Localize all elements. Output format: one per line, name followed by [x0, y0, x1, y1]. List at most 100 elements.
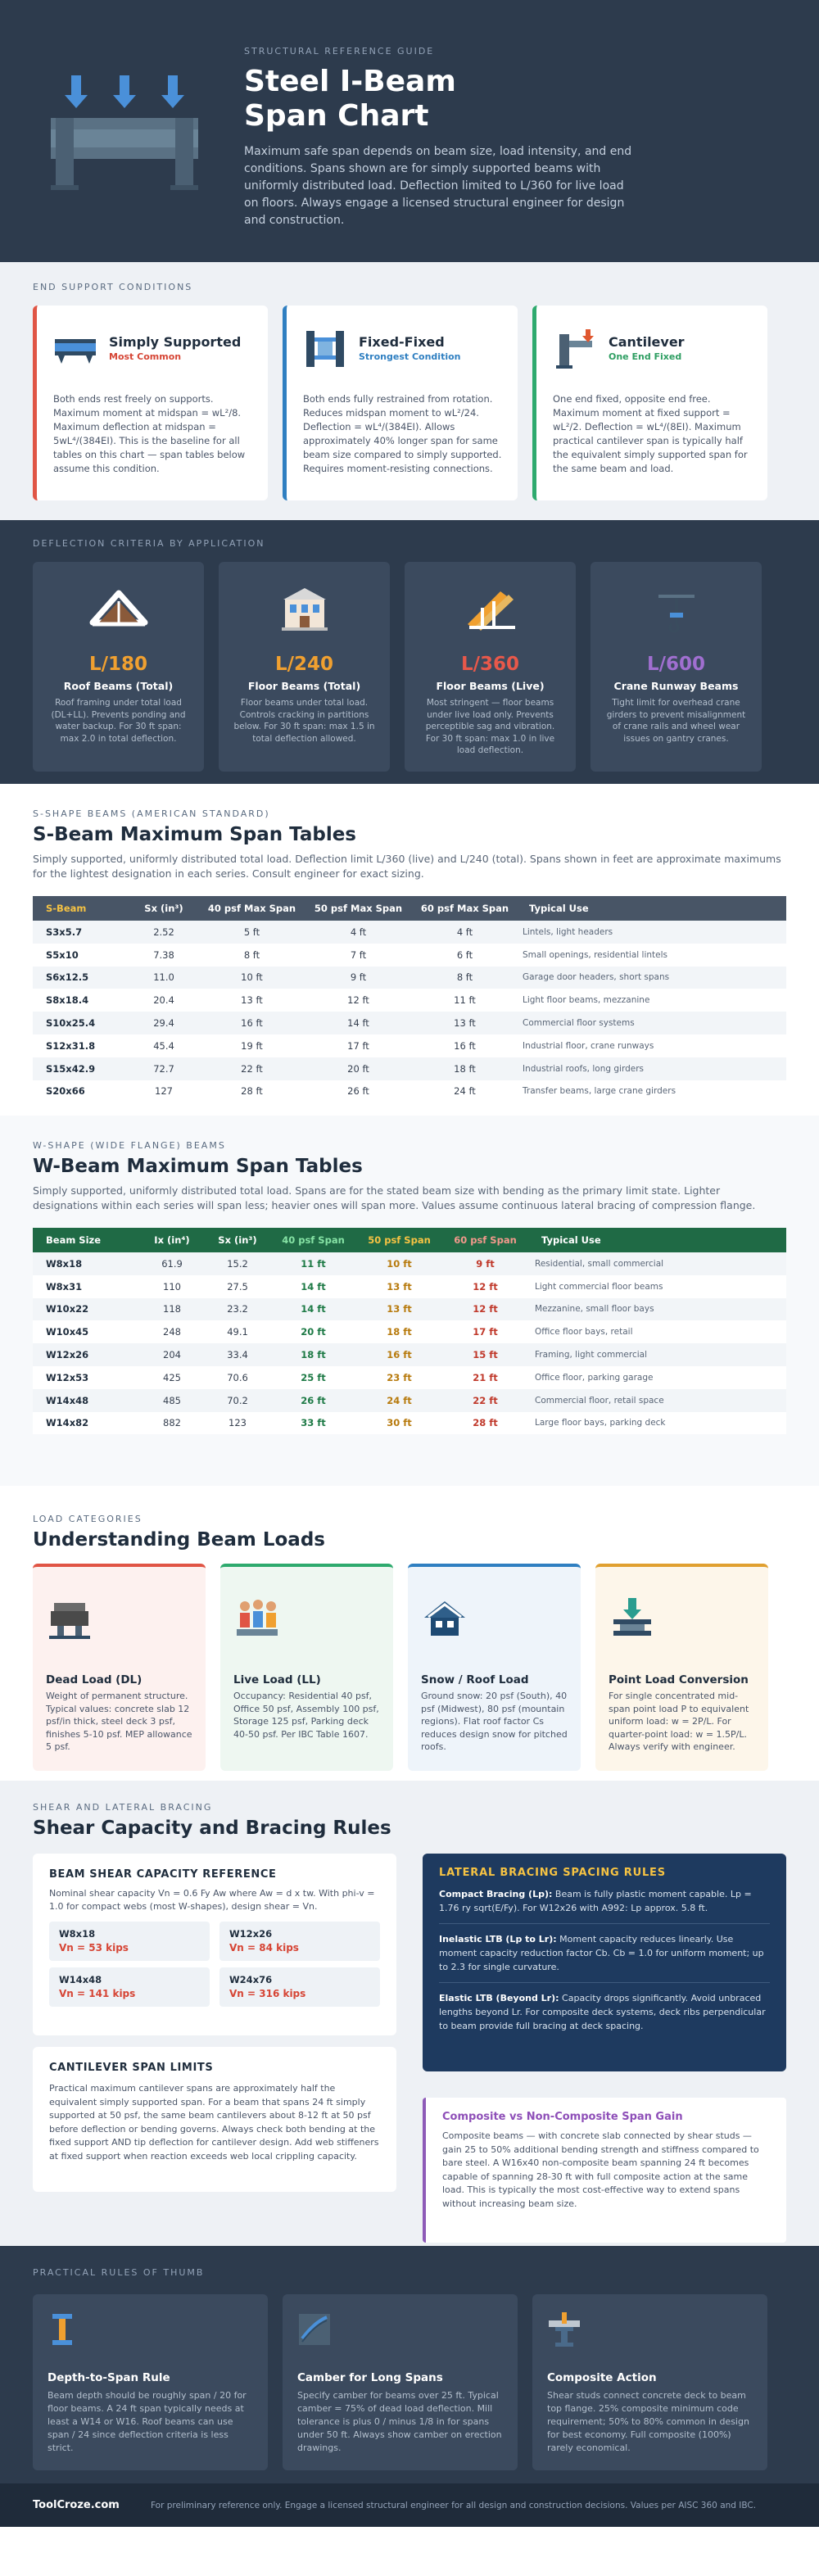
column-header: Ix (in⁴) — [154, 1234, 190, 1246]
table-header-row: Beam Size Ix (in⁴) Sx (in³) 40 psf Span … — [33, 1228, 786, 1252]
steel-beam-load-icon — [51, 75, 198, 190]
span-40psf: 26 ft — [270, 1388, 356, 1412]
section-modulus: 123 — [205, 1411, 270, 1435]
moment-of-inertia: 485 — [139, 1388, 205, 1412]
deflection-body: Most stringent — floor beams under live … — [425, 698, 555, 755]
capacity-beam: W8x18 — [59, 1928, 96, 1940]
page-title: Steel I-Beam Span Chart — [244, 65, 637, 134]
span-60psf: 21 ft — [442, 1365, 528, 1389]
beam-name: W12x26 — [33, 1343, 139, 1366]
table-row: W10x22 118 23.2 14 ft 13 ft 12 ft Mezzanine, s… — [33, 1297, 786, 1321]
section-lead: Simply supported, uniformly distributed … — [33, 853, 781, 880]
rule-title: Depth-to-Span Rule — [48, 2371, 170, 2384]
rule-title: Composite Action — [547, 2371, 657, 2384]
deflection-ratio: L/180 — [88, 654, 148, 675]
deflection-body: Roof framing under total load (DL+LL). P… — [51, 698, 186, 744]
deflection-card-floor-live: L/360 Floor Beams (Live) Most stringent … — [405, 562, 576, 772]
beam-name: S15x42.9 — [33, 1057, 127, 1080]
table-row: W8x18 61.9 15.2 11 ft 10 ft 9 ft Residential, … — [33, 1252, 786, 1275]
section-label: W-Shape (Wide Flange) Beams — [33, 1140, 226, 1151]
section-modulus: 127 — [127, 1080, 201, 1103]
support-card-cantilever: Cantilever One End Fixed One end fixed, … — [532, 306, 767, 500]
column-header: Typical Use — [529, 903, 589, 914]
panel-body: Practical maximum cantilever spans are a… — [49, 2083, 379, 2162]
capacity-item: W14x48 Vn = 141 kips — [49, 1967, 210, 2007]
floor-joists-icon — [467, 591, 515, 631]
section-modulus: 70.6 — [205, 1365, 270, 1389]
lateral-bracing-panel: Lateral Bracing Spacing Rules Compact Br… — [423, 1854, 786, 2071]
section-modulus: 11.0 — [127, 966, 201, 989]
span-60psf: 9 ft — [442, 1252, 528, 1275]
load-title: Snow / Roof Load — [421, 1673, 529, 1686]
typical-use: Commercial floor, retail space — [528, 1388, 786, 1412]
moment-of-inertia: 882 — [139, 1411, 205, 1435]
rule-body: Shear studs connect concrete deck to bea… — [547, 2390, 749, 2453]
section-modulus: 7.38 — [127, 943, 201, 967]
concrete-block-icon — [49, 1603, 90, 1639]
capacity-item: W12x26 Vn = 84 kips — [219, 1922, 380, 1961]
title-line-1: Steel I-Beam — [244, 65, 456, 98]
span-60psf: 8 ft — [414, 966, 516, 989]
deflection-card-roof: L/180 Roof Beams (Total) Roof framing un… — [33, 562, 204, 772]
typical-use: Industrial floor, crane runways — [516, 1034, 786, 1057]
section-modulus: 49.1 — [205, 1320, 270, 1344]
section-lead: Simply supported, uniformly distributed … — [33, 1184, 756, 1211]
table-row: S3x5.7 2.52 5 ft 4 ft 4 ft Lintels, light hea… — [33, 921, 786, 944]
beam-name: W12x53 — [33, 1365, 139, 1389]
section-label: Load Categories — [33, 1514, 143, 1524]
beam-depth-icon — [52, 2314, 72, 2345]
support-title: Simply Supported — [109, 334, 242, 350]
table-header-row: S-Beam Sx (in³) 40 psf Max Span 50 psf M… — [33, 896, 786, 921]
beam-name: W10x45 — [33, 1320, 139, 1344]
load-body: Ground snow: 20 psf (South), 40 psf (Mid… — [421, 1691, 568, 1752]
typical-use: Residential, small commercial — [528, 1252, 786, 1275]
span-40psf: 8 ft — [201, 943, 303, 967]
span-40psf: 19 ft — [201, 1034, 303, 1057]
table-row: S5x10 7.38 8 ft 7 ft 6 ft Small openings, res… — [33, 943, 786, 967]
column-header: Sx (in³) — [218, 1234, 257, 1246]
span-60psf: 11 ft — [414, 989, 516, 1012]
column-header: S-Beam — [46, 903, 87, 914]
span-40psf: 16 ft — [201, 1012, 303, 1034]
section-modulus: 33.4 — [205, 1343, 270, 1366]
beam-name: W8x18 — [33, 1252, 139, 1275]
span-50psf: 20 ft — [303, 1057, 414, 1080]
capacity-item: W8x18 Vn = 53 kips — [49, 1922, 210, 1961]
panel-lead: Nominal shear capacity Vn = 0.6 Fy Aw wh… — [49, 1888, 375, 1912]
table-row: W10x45 248 49.1 20 ft 18 ft 17 ft Office floor… — [33, 1320, 786, 1344]
span-60psf: 28 ft — [442, 1411, 528, 1435]
section-title: S-Beam Maximum Span Tables — [33, 824, 356, 845]
beam-name: S6x12.5 — [33, 966, 127, 989]
span-50psf: 26 ft — [303, 1080, 414, 1103]
moment-of-inertia: 248 — [139, 1320, 205, 1344]
section-label: S-Shape Beams (American Standard) — [33, 808, 270, 819]
span-60psf: 12 ft — [442, 1297, 528, 1321]
beam-name: S10x25.4 — [33, 1012, 127, 1034]
span-40psf: 11 ft — [270, 1252, 356, 1275]
panel-title: Composite vs Non-Composite Span Gain — [442, 2111, 683, 2123]
footer-brand-link[interactable]: ToolCroze.com — [33, 2499, 120, 2511]
fixed-frame-icon — [306, 331, 344, 367]
table-row: W14x82 882 123 33 ft 30 ft 28 ft Large floor b… — [33, 1411, 786, 1435]
crane-hook-icon — [658, 595, 695, 633]
load-card-live: Live Load (LL) Occupancy: Residential 40… — [220, 1564, 393, 1771]
span-50psf: 18 ft — [356, 1320, 442, 1344]
camber-icon — [299, 2314, 330, 2345]
load-card-dead: Dead Load (DL) Weight of permanent struc… — [33, 1564, 206, 1771]
floor-building-icon — [281, 588, 328, 631]
section-modulus: 29.4 — [127, 1012, 201, 1034]
span-50psf: 16 ft — [356, 1343, 442, 1366]
typical-use: Mezzanine, small floor bays — [528, 1297, 786, 1321]
section-modulus: 70.2 — [205, 1388, 270, 1412]
bracing-rule: Elastic LTB (Beyond Lr): Capacity drops … — [439, 1983, 770, 2041]
moment-of-inertia: 204 — [139, 1343, 205, 1366]
rule-body: Specify camber for beams over 25 ft. Typ… — [297, 2390, 502, 2453]
span-50psf: 7 ft — [303, 943, 414, 967]
support-title: Cantilever — [609, 334, 685, 350]
span-50psf: 23 ft — [356, 1365, 442, 1389]
deflection-title: Crane Runway Beams — [613, 680, 739, 692]
cantilever-icon — [556, 329, 594, 369]
hero-section: Structural Reference Guide Steel I-Beam … — [0, 0, 819, 262]
beam-name: S12x31.8 — [33, 1034, 127, 1057]
moment-of-inertia: 425 — [139, 1365, 205, 1389]
